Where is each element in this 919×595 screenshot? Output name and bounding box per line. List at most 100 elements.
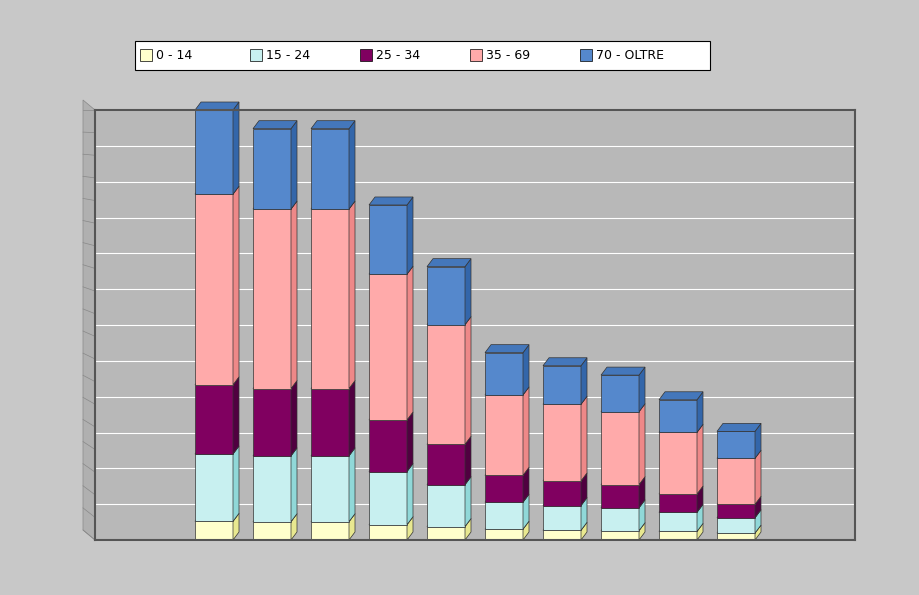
Polygon shape: [543, 481, 581, 506]
Polygon shape: [697, 524, 703, 540]
Polygon shape: [253, 456, 291, 522]
Polygon shape: [697, 424, 703, 494]
Polygon shape: [369, 420, 407, 472]
Polygon shape: [369, 464, 413, 472]
Polygon shape: [717, 496, 761, 505]
Polygon shape: [407, 266, 413, 420]
Polygon shape: [523, 494, 529, 529]
Polygon shape: [581, 396, 587, 481]
Polygon shape: [95, 110, 855, 540]
Polygon shape: [717, 525, 761, 533]
Polygon shape: [659, 531, 697, 540]
Polygon shape: [427, 317, 471, 325]
Polygon shape: [717, 533, 755, 540]
Polygon shape: [485, 494, 529, 502]
Polygon shape: [253, 201, 297, 209]
Polygon shape: [360, 49, 372, 61]
Polygon shape: [349, 381, 355, 456]
Polygon shape: [291, 121, 297, 209]
Polygon shape: [311, 448, 355, 456]
Polygon shape: [601, 508, 639, 531]
Polygon shape: [253, 389, 291, 456]
Polygon shape: [369, 266, 413, 274]
Polygon shape: [755, 424, 761, 458]
Polygon shape: [601, 404, 645, 412]
Polygon shape: [427, 259, 471, 267]
Polygon shape: [195, 186, 239, 194]
Polygon shape: [369, 516, 413, 525]
Polygon shape: [369, 525, 407, 540]
Polygon shape: [601, 477, 645, 485]
Polygon shape: [697, 486, 703, 512]
Polygon shape: [485, 395, 523, 475]
Polygon shape: [543, 522, 587, 530]
Polygon shape: [233, 102, 239, 194]
Polygon shape: [659, 392, 703, 400]
Polygon shape: [485, 387, 529, 395]
Polygon shape: [291, 448, 297, 522]
Polygon shape: [543, 366, 581, 404]
Polygon shape: [253, 448, 297, 456]
Polygon shape: [465, 477, 471, 527]
Polygon shape: [233, 446, 239, 521]
Polygon shape: [253, 209, 291, 389]
Polygon shape: [369, 472, 407, 525]
Polygon shape: [233, 186, 239, 385]
Polygon shape: [543, 497, 587, 506]
Polygon shape: [717, 505, 755, 518]
Polygon shape: [601, 412, 639, 485]
Text: 15 - 24: 15 - 24: [266, 49, 310, 61]
Polygon shape: [485, 353, 523, 395]
Polygon shape: [407, 516, 413, 540]
Polygon shape: [543, 358, 587, 366]
Polygon shape: [253, 129, 291, 209]
Polygon shape: [543, 530, 581, 540]
Polygon shape: [83, 100, 95, 540]
Polygon shape: [311, 389, 349, 456]
Polygon shape: [195, 110, 233, 194]
Polygon shape: [195, 385, 233, 454]
Polygon shape: [639, 477, 645, 508]
Polygon shape: [659, 400, 697, 433]
Polygon shape: [717, 458, 755, 505]
Polygon shape: [427, 436, 471, 444]
Polygon shape: [349, 513, 355, 540]
Polygon shape: [311, 522, 349, 540]
Polygon shape: [195, 377, 239, 385]
Polygon shape: [485, 475, 523, 502]
Polygon shape: [523, 387, 529, 475]
Polygon shape: [717, 424, 761, 431]
Polygon shape: [465, 317, 471, 444]
Polygon shape: [485, 521, 529, 529]
Polygon shape: [291, 201, 297, 389]
Polygon shape: [659, 512, 697, 531]
Polygon shape: [407, 464, 413, 525]
Polygon shape: [253, 522, 291, 540]
Polygon shape: [253, 513, 297, 522]
Polygon shape: [523, 467, 529, 502]
Polygon shape: [755, 450, 761, 505]
Polygon shape: [311, 121, 355, 129]
Text: 35 - 69: 35 - 69: [486, 49, 530, 61]
Polygon shape: [717, 518, 755, 533]
Polygon shape: [427, 485, 465, 527]
Polygon shape: [659, 494, 697, 512]
Polygon shape: [465, 518, 471, 540]
Polygon shape: [369, 274, 407, 420]
Polygon shape: [523, 521, 529, 540]
Polygon shape: [465, 259, 471, 325]
Polygon shape: [311, 381, 355, 389]
Polygon shape: [233, 377, 239, 454]
Polygon shape: [485, 467, 529, 475]
Polygon shape: [659, 524, 703, 531]
Polygon shape: [311, 456, 349, 522]
Polygon shape: [581, 522, 587, 540]
Polygon shape: [697, 392, 703, 433]
Polygon shape: [407, 412, 413, 472]
Polygon shape: [485, 502, 523, 529]
Polygon shape: [427, 267, 465, 325]
Polygon shape: [311, 209, 349, 389]
Polygon shape: [195, 194, 233, 385]
Polygon shape: [639, 500, 645, 531]
Polygon shape: [195, 102, 239, 110]
